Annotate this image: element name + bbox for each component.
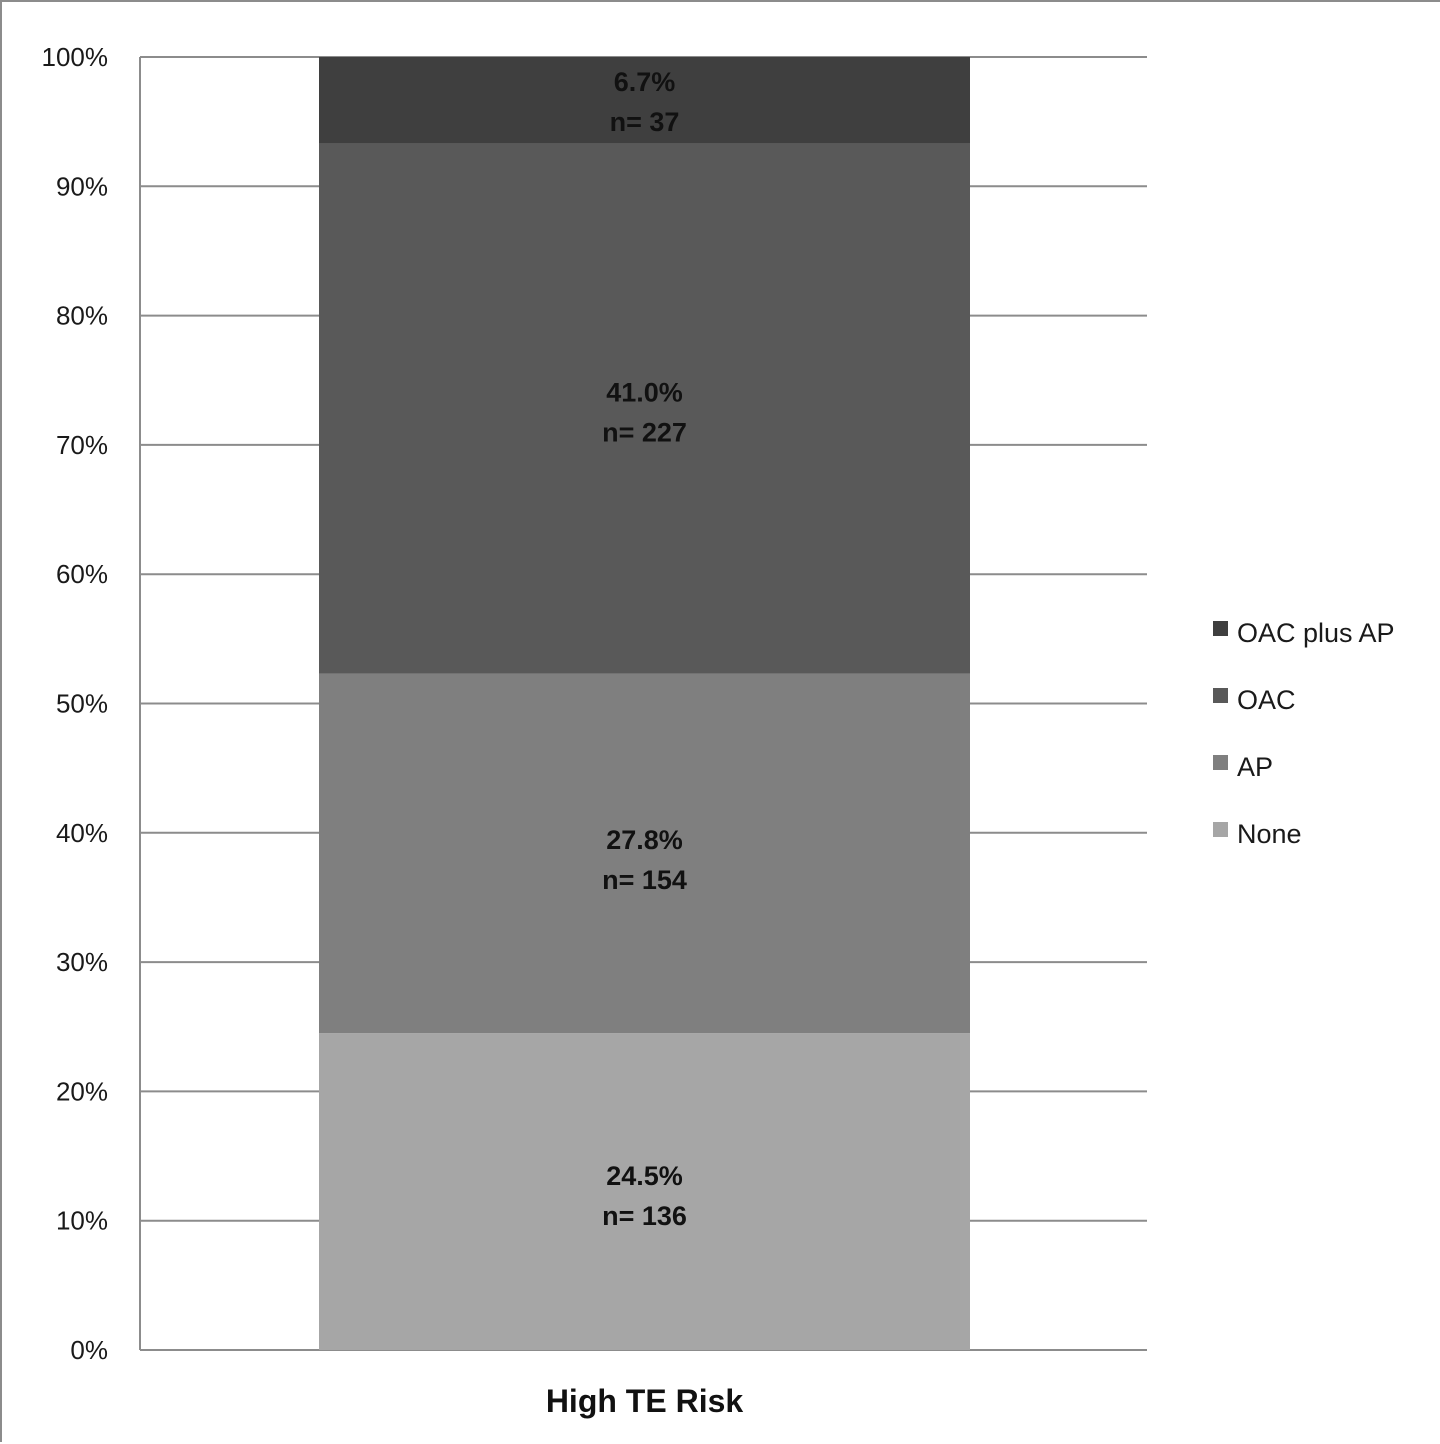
x-category-label: High TE Risk	[546, 1383, 744, 1419]
bar-segment-oac-plus-ap	[319, 57, 970, 144]
data-label-count: n= 136	[602, 1201, 687, 1231]
data-label-percent: 24.5%	[606, 1161, 683, 1191]
data-label-percent: 27.8%	[606, 825, 683, 855]
data-label-count: n= 154	[602, 865, 687, 895]
bar-segment-ap	[319, 673, 970, 1034]
y-tick-label: 40%	[56, 818, 108, 848]
legend-swatch	[1213, 688, 1228, 703]
y-axis: 0% 10% 20% 30% 40% 50% 60% 70% 80% 90% 100%	[42, 42, 141, 1365]
x-axis-categories: High TE Risk	[546, 1383, 744, 1419]
legend-label: AP	[1237, 752, 1273, 782]
y-tick-label: 30%	[56, 947, 108, 977]
y-tick-label: 80%	[56, 301, 108, 331]
legend-swatch	[1213, 822, 1228, 837]
y-tick-label: 10%	[56, 1206, 108, 1236]
data-label-percent: 41.0%	[606, 378, 683, 408]
data-label-count: n= 37	[610, 107, 680, 137]
data-label-percent: 6.7%	[614, 67, 676, 97]
legend-swatch	[1213, 755, 1228, 770]
legend-label: OAC plus AP	[1237, 618, 1395, 648]
legend-swatch	[1213, 621, 1228, 636]
y-tick-label: 90%	[56, 171, 108, 201]
y-tick-label: 60%	[56, 559, 108, 589]
data-label-count: n= 227	[602, 418, 687, 448]
bar-segment-none	[319, 1033, 970, 1350]
data-labels: 24.5% n= 136 27.8% n= 154 41.0% n= 227 6.7% n= …	[602, 67, 687, 1231]
y-tick-label: 20%	[56, 1076, 108, 1106]
legend: OAC plus AP OAC AP None	[1213, 618, 1395, 849]
bar-segment-oac	[319, 143, 970, 674]
y-tick-label: 0%	[70, 1335, 108, 1365]
y-tick-label: 70%	[56, 430, 108, 460]
y-tick-label: 50%	[56, 689, 108, 719]
legend-label: None	[1237, 819, 1302, 849]
y-tick-label: 100%	[42, 42, 109, 72]
legend-label: OAC	[1237, 685, 1296, 715]
bar-stack	[319, 57, 970, 1350]
